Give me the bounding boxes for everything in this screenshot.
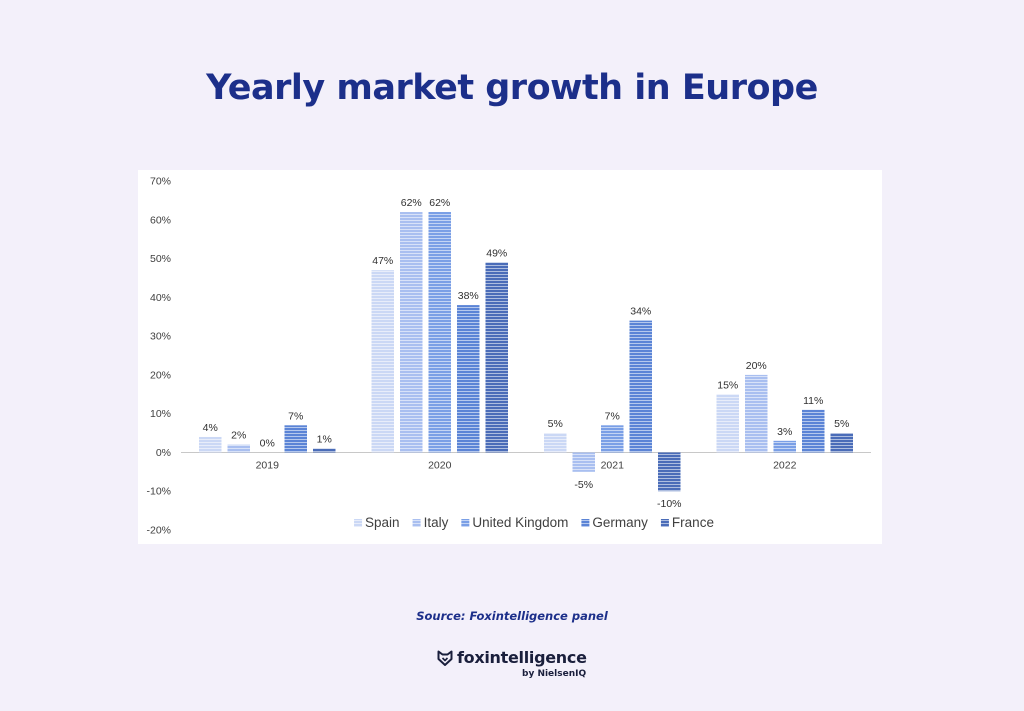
data-label: 49% <box>486 247 507 259</box>
data-label: 3% <box>777 426 792 438</box>
data-label: -5% <box>574 479 593 491</box>
data-label: 62% <box>429 197 450 209</box>
legend-item: Spain <box>354 515 400 530</box>
data-label: 38% <box>458 290 479 302</box>
bar-italy-2021 <box>572 452 595 472</box>
bar-spain-2021 <box>544 433 567 453</box>
legend-swatch <box>412 519 421 527</box>
legend-swatch <box>461 519 470 527</box>
brand-logo: foxintelligence by NielsenIQ <box>437 648 597 682</box>
data-label: -10% <box>657 498 682 510</box>
source-note: Source: Foxintelligence panel <box>416 609 608 623</box>
bar-germany-2020 <box>457 305 480 453</box>
x-tick-label: 2019 <box>256 459 280 471</box>
data-label: 5% <box>548 418 563 430</box>
legend: Spain Italy United Kingdom Germany France <box>354 515 714 530</box>
legend-item: Italy <box>412 515 449 530</box>
legend-item: United Kingdom <box>461 515 568 530</box>
bar-germany-2021 <box>629 320 652 453</box>
legend-swatch <box>354 519 363 527</box>
data-label: 1% <box>317 434 332 446</box>
bar-italy-2020 <box>400 212 423 453</box>
bar-france-2019 <box>313 448 336 453</box>
legend-label: Italy <box>424 515 449 530</box>
legend-swatch <box>660 519 669 527</box>
bar-spain-2019 <box>199 436 222 453</box>
data-label: 7% <box>288 410 303 422</box>
data-label: 11% <box>803 395 823 407</box>
data-label: 62% <box>401 197 422 209</box>
brand-name: foxintelligence <box>457 648 587 667</box>
bar-italy-2019 <box>227 444 250 453</box>
y-tick-label: -20% <box>146 525 171 537</box>
bar-united-kingdom-2022 <box>773 440 796 453</box>
page-title: Yearly market growth in Europe <box>206 68 818 108</box>
legend-item: Germany <box>581 515 648 530</box>
bar-france-2020 <box>485 262 508 453</box>
data-label: 2% <box>231 430 246 442</box>
y-tick-label: 40% <box>150 292 171 304</box>
y-tick-label: 10% <box>150 408 171 420</box>
bar-united-kingdom-2020 <box>428 212 451 453</box>
bar-france-2022 <box>830 433 853 453</box>
bar-italy-2022 <box>745 374 768 453</box>
legend-swatch <box>581 519 590 527</box>
legend-label: Germany <box>592 515 648 530</box>
bar-chart: 70% 60% 50% 40% 30% 20% 10% 0% -10% -20% 2019 4% 2% 0… <box>146 176 871 537</box>
legend-label: Spain <box>365 515 400 530</box>
y-tick-label: -10% <box>146 486 171 498</box>
data-label: 5% <box>834 418 849 430</box>
bar-united-kingdom-2021 <box>601 425 624 453</box>
x-tick-label: 2020 <box>428 459 452 471</box>
legend-item: France <box>660 515 714 530</box>
data-label: 0% <box>260 437 275 449</box>
data-label: 34% <box>630 306 651 318</box>
bar-germany-2019 <box>284 425 307 453</box>
legend-label: United Kingdom <box>472 515 568 530</box>
bar-germany-2022 <box>802 409 825 453</box>
bar-spain-2022 <box>716 394 739 453</box>
data-label: 7% <box>605 410 620 422</box>
bar-spain-2020 <box>371 270 394 453</box>
data-label: 4% <box>203 422 218 434</box>
y-tick-label: 30% <box>150 331 171 343</box>
data-label: 47% <box>372 255 393 267</box>
chart-card: 70% 60% 50% 40% 30% 20% 10% 0% -10% -20% 2019 4% 2% 0… <box>138 170 882 544</box>
fox-logo-icon <box>437 650 453 666</box>
y-tick-label: 60% <box>150 214 171 226</box>
y-tick-label: 20% <box>150 369 171 381</box>
data-label: 20% <box>746 360 767 372</box>
y-tick-label: 70% <box>150 176 171 188</box>
y-tick-label: 50% <box>150 253 171 265</box>
x-tick-label: 2022 <box>773 459 797 471</box>
data-label: 15% <box>717 379 738 391</box>
brand-tagline: by NielsenIQ <box>522 669 587 679</box>
y-tick-label: 0% <box>156 447 171 459</box>
x-tick-label: 2021 <box>601 459 625 471</box>
bar-france-2021 <box>658 452 681 492</box>
legend-label: France <box>672 515 714 530</box>
